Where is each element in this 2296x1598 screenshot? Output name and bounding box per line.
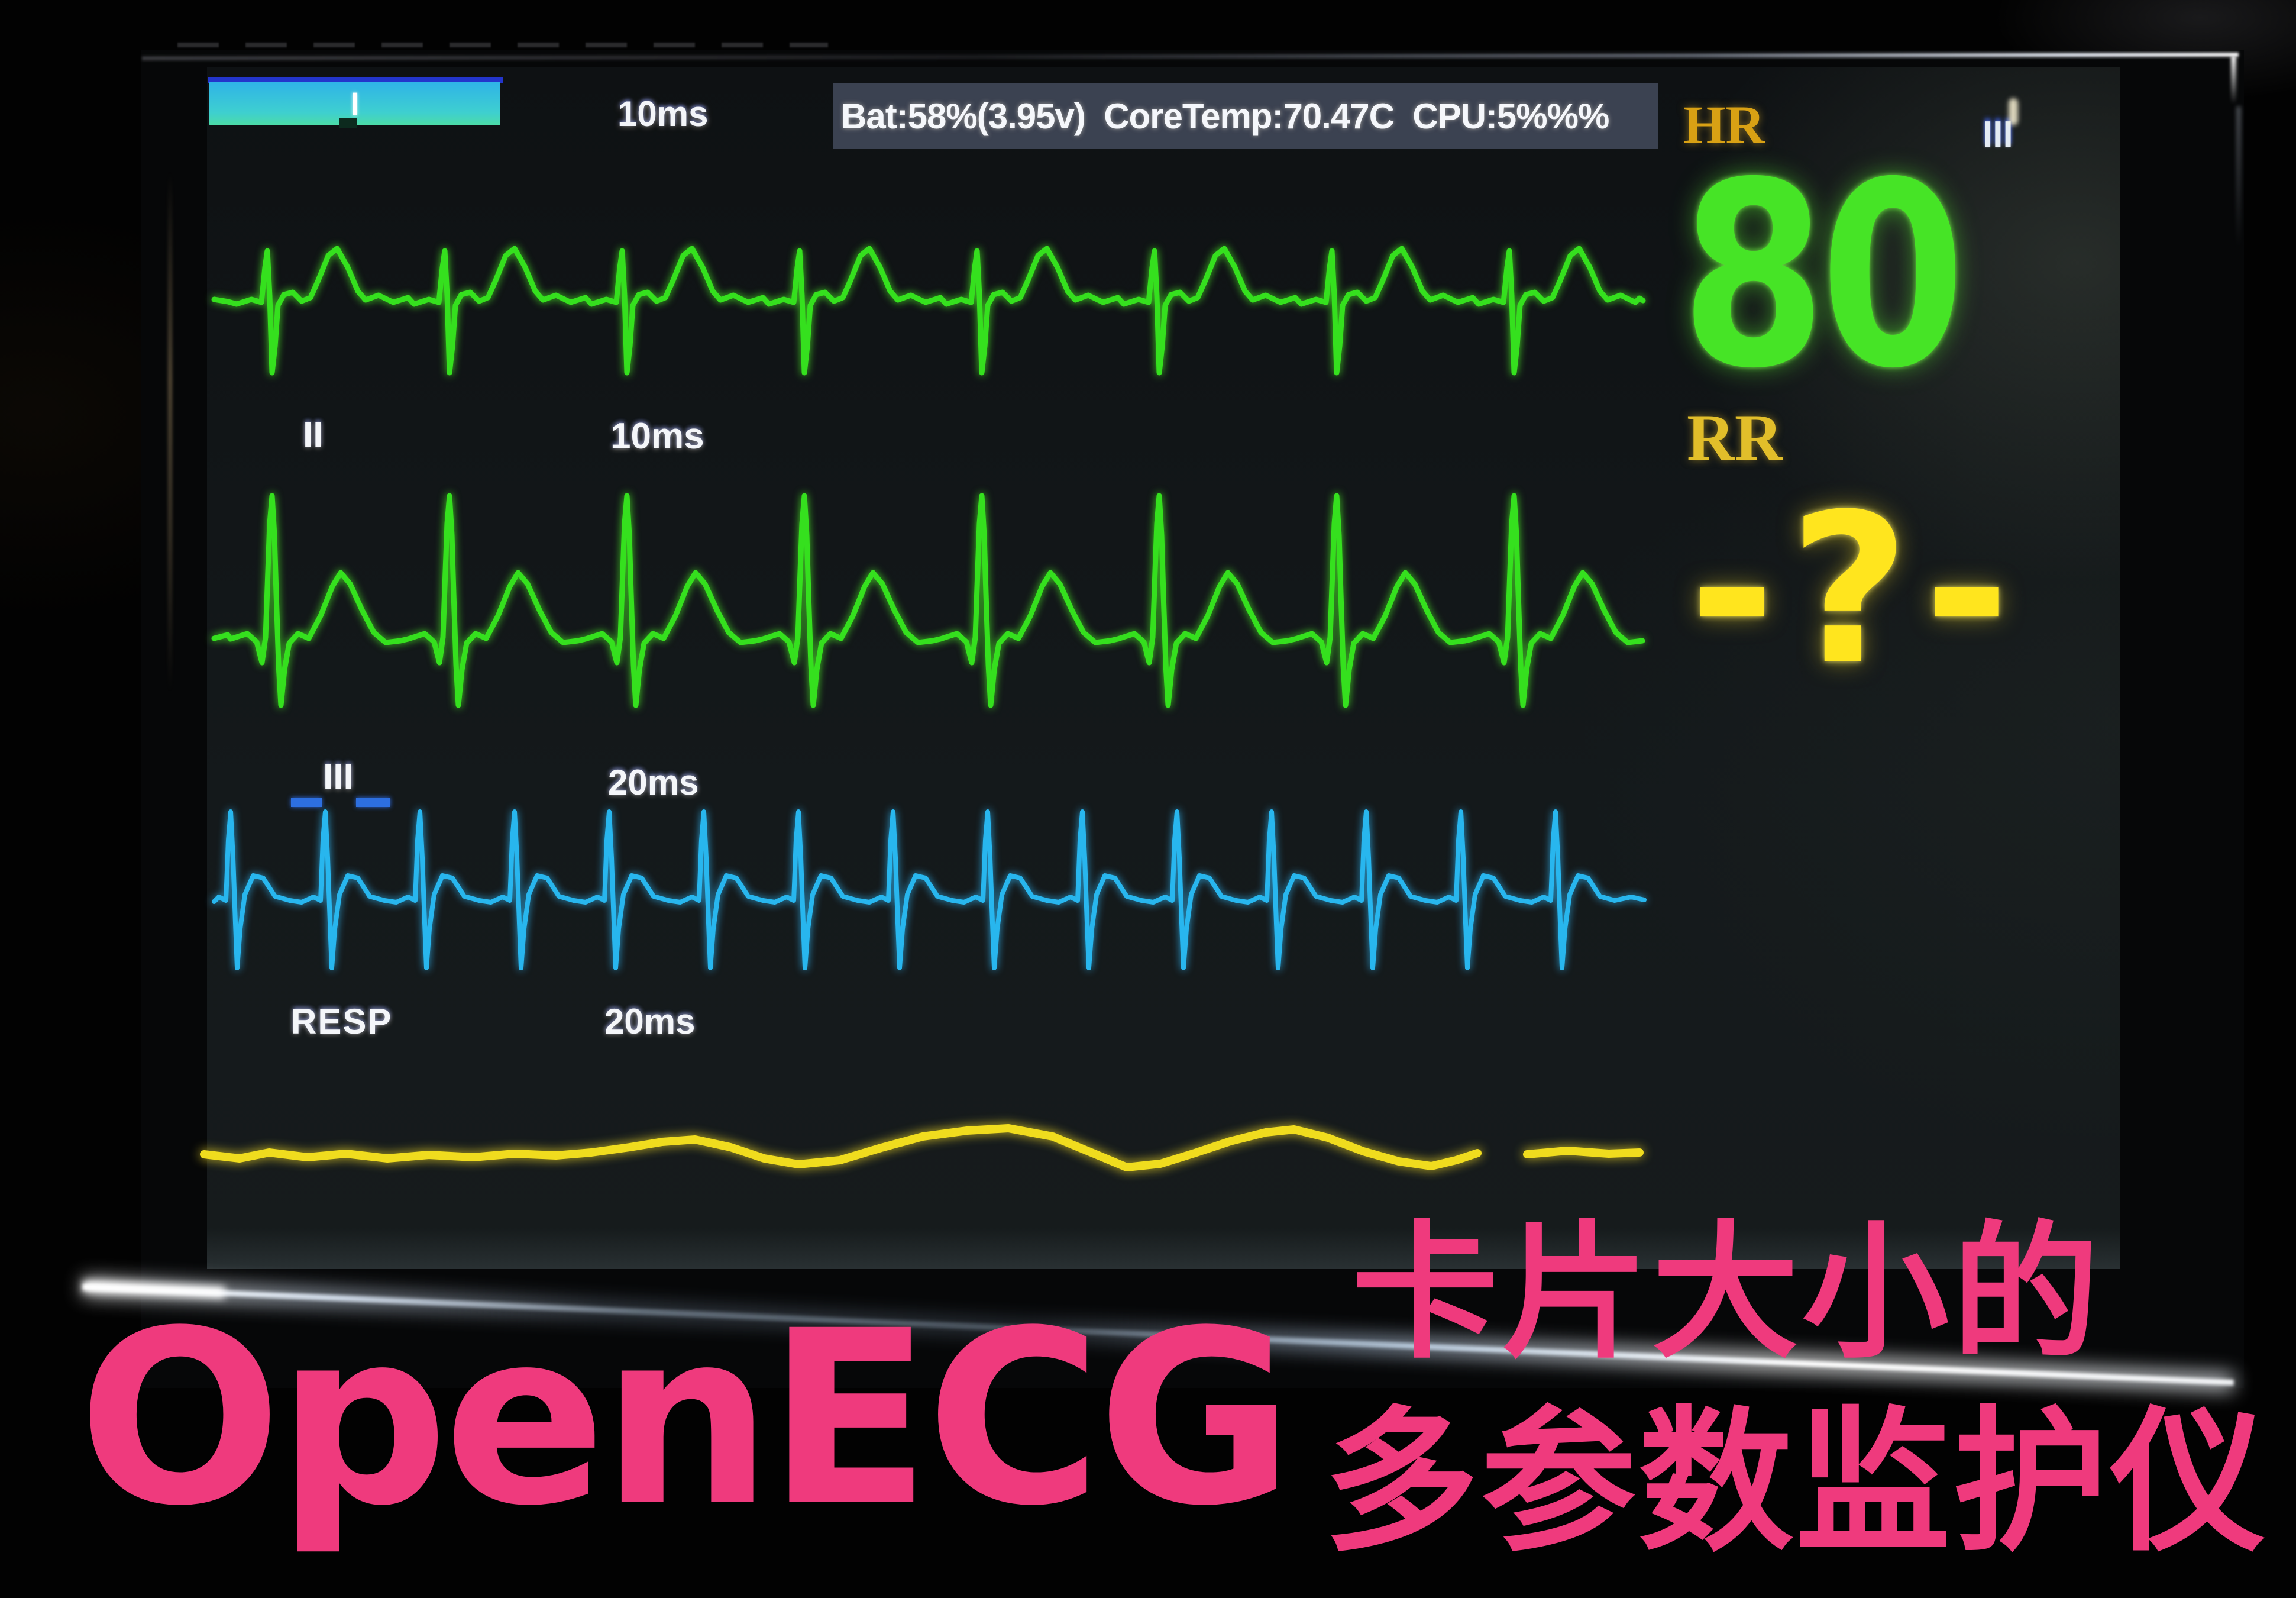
hr-value: 80 bbox=[1681, 128, 1965, 424]
hr-label: HR bbox=[1683, 95, 1765, 155]
tab-lead-i-label: I bbox=[350, 85, 360, 122]
screen-backlight-bleed bbox=[207, 1228, 2120, 1269]
active-lead-indicator: III bbox=[1983, 114, 2013, 155]
ecg-lead-ii-trace bbox=[211, 493, 1645, 708]
tab-notch bbox=[339, 118, 357, 128]
timescale-row3: 20ms bbox=[608, 763, 699, 802]
status-text: Bat:58%(3.95v) CoreTemp:70.47C CPU:5%%% bbox=[841, 96, 1609, 136]
status-bar: Bat:58%(3.95v) CoreTemp:70.47C CPU:5%%% bbox=[833, 83, 1658, 149]
timescale-row2: 10ms bbox=[610, 416, 704, 457]
resp-trace bbox=[200, 1124, 1482, 1171]
ecg-lead-i-trace bbox=[211, 246, 1646, 376]
ecg-lead-iii-trace bbox=[212, 809, 1647, 970]
lead-iii-right-dash bbox=[356, 798, 390, 807]
lead-iii-label: III bbox=[323, 757, 354, 798]
caption-line1: 卡片大小的 bbox=[1351, 1208, 2103, 1379]
lead-iii-left-dash bbox=[291, 798, 322, 807]
tab-top-border bbox=[208, 77, 503, 83]
resp-label: RESP bbox=[291, 1002, 393, 1041]
timescale-row1: 10ms bbox=[617, 94, 709, 134]
rr-label: RR bbox=[1687, 401, 1783, 474]
timescale-row4: 20ms bbox=[604, 1002, 696, 1041]
caption-line2: 多参数监护仪 bbox=[1324, 1392, 2268, 1573]
resp-trace-tail bbox=[1523, 1147, 1644, 1158]
lead-ii-label: II bbox=[303, 415, 324, 456]
rr-value: -?- bbox=[1689, 469, 2024, 711]
tab-lead-i[interactable]: I bbox=[209, 82, 500, 128]
brand-title: OpenECG bbox=[78, 1279, 1294, 1558]
